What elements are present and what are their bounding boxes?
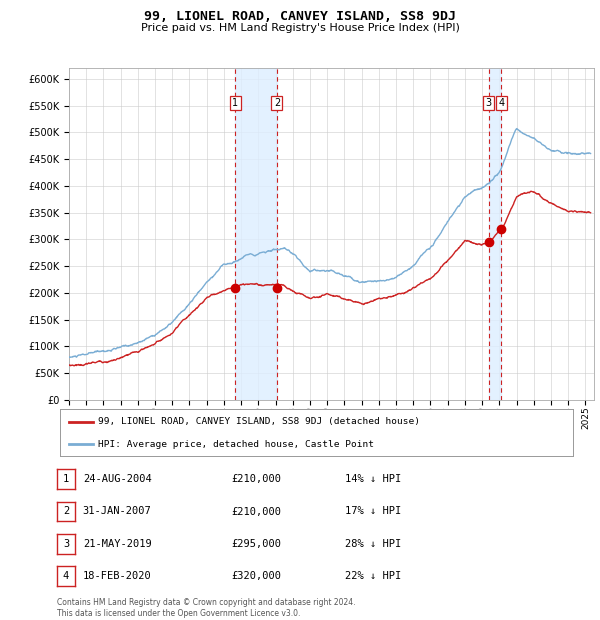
Text: 14% ↓ HPI: 14% ↓ HPI: [345, 474, 401, 484]
Text: 2: 2: [63, 507, 69, 516]
Text: Contains HM Land Registry data © Crown copyright and database right 2024.
This d: Contains HM Land Registry data © Crown c…: [57, 598, 355, 618]
Text: 99, LIONEL ROAD, CANVEY ISLAND, SS8 9DJ: 99, LIONEL ROAD, CANVEY ISLAND, SS8 9DJ: [144, 10, 456, 23]
Text: 31-JAN-2007: 31-JAN-2007: [83, 507, 152, 516]
Text: £210,000: £210,000: [231, 507, 281, 516]
Text: 3: 3: [486, 98, 492, 108]
Text: 24-AUG-2004: 24-AUG-2004: [83, 474, 152, 484]
Text: 21-MAY-2019: 21-MAY-2019: [83, 539, 152, 549]
Text: 2: 2: [274, 98, 280, 108]
Text: 22% ↓ HPI: 22% ↓ HPI: [345, 571, 401, 581]
Bar: [489, 68, 502, 400]
Text: 3: 3: [63, 539, 69, 549]
Text: 28% ↓ HPI: 28% ↓ HPI: [345, 539, 401, 549]
Text: 4: 4: [63, 571, 69, 581]
Text: Price paid vs. HM Land Registry's House Price Index (HPI): Price paid vs. HM Land Registry's House …: [140, 23, 460, 33]
Text: HPI: Average price, detached house, Castle Point: HPI: Average price, detached house, Cast…: [98, 440, 374, 449]
Text: 99, LIONEL ROAD, CANVEY ISLAND, SS8 9DJ (detached house): 99, LIONEL ROAD, CANVEY ISLAND, SS8 9DJ …: [98, 417, 421, 427]
Text: 1: 1: [63, 474, 69, 484]
Text: £210,000: £210,000: [231, 474, 281, 484]
Text: 18-FEB-2020: 18-FEB-2020: [83, 571, 152, 581]
Text: £320,000: £320,000: [231, 571, 281, 581]
Text: 1: 1: [232, 98, 238, 108]
Text: 4: 4: [499, 98, 505, 108]
Text: £295,000: £295,000: [231, 539, 281, 549]
Text: 17% ↓ HPI: 17% ↓ HPI: [345, 507, 401, 516]
Bar: [235, 68, 277, 400]
